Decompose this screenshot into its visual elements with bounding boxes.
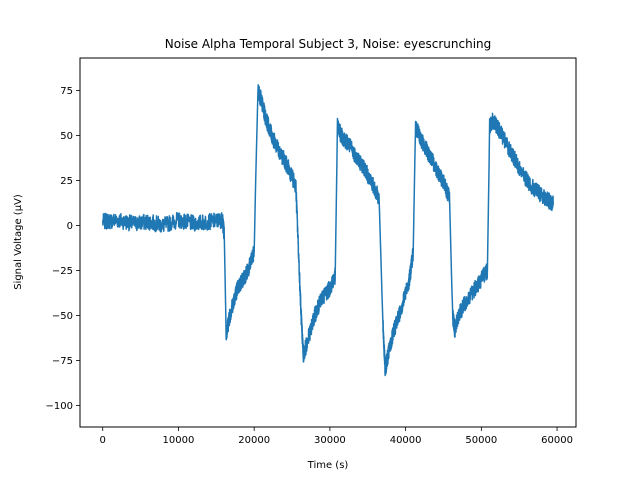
y-axis: 75 50 25 0 −25 −50 −75 −100 — [46, 86, 80, 412]
x-axis-label: Time (s) — [307, 460, 349, 471]
y-tick-label: 0 — [67, 221, 73, 232]
series-layer — [101, 84, 555, 377]
plot-frame — [79, 57, 577, 428]
y-tick-label: 50 — [60, 131, 73, 142]
x-tick-label: 40000 — [390, 435, 422, 446]
y-tick-label: 25 — [60, 176, 73, 187]
x-tick-label: 30000 — [314, 435, 346, 446]
y-tick-label: −25 — [52, 266, 73, 277]
y-tick-label: 75 — [60, 86, 73, 97]
x-tick-label: 10000 — [163, 435, 195, 446]
y-axis-label: Signal Voltage (μV) — [13, 194, 24, 290]
chart-title: Noise Alpha Temporal Subject 3, Noise: e… — [165, 37, 492, 51]
y-tick-label: −50 — [52, 311, 73, 322]
x-tick-label: 60000 — [541, 435, 573, 446]
y-tick-label: −75 — [52, 356, 73, 367]
series-line — [101, 84, 555, 377]
x-tick-label: 0 — [100, 435, 106, 446]
x-tick-label: 20000 — [238, 435, 270, 446]
x-tick-label: 50000 — [465, 435, 497, 446]
y-tick-label: −100 — [46, 401, 73, 412]
x-axis: 0 10000 20000 30000 40000 50000 60000 — [100, 427, 573, 446]
